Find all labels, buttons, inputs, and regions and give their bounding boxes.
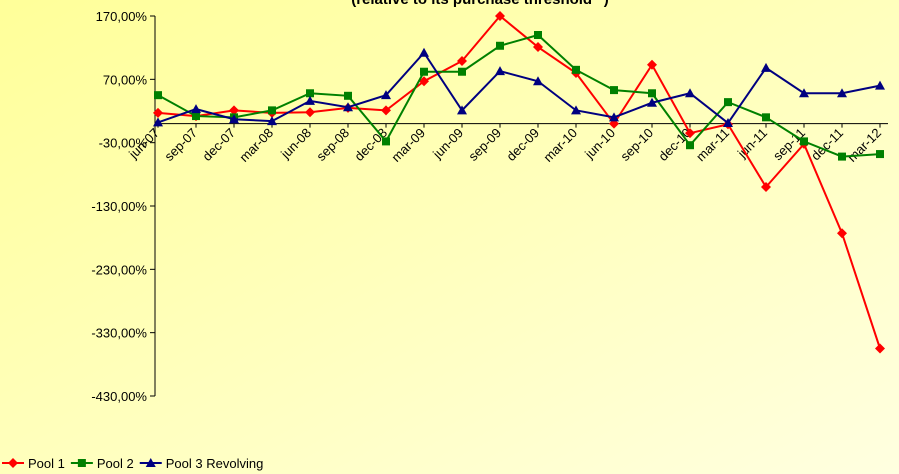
marker	[153, 117, 163, 127]
marker	[571, 105, 581, 115]
marker	[686, 141, 694, 150]
marker	[382, 137, 390, 146]
legend-label: Pool 3 Revolving	[166, 456, 264, 471]
marker	[762, 113, 770, 122]
marker	[344, 91, 352, 100]
marker	[229, 105, 239, 116]
marker	[496, 41, 504, 50]
series-line	[157, 14, 881, 349]
marker	[306, 89, 314, 98]
marker	[572, 65, 580, 74]
marker	[343, 102, 353, 112]
marker	[837, 228, 847, 239]
marker	[685, 88, 695, 98]
marker	[191, 104, 201, 114]
marker	[724, 98, 732, 107]
marker	[723, 118, 733, 128]
marker	[268, 106, 276, 115]
legend-marker	[8, 458, 18, 468]
marker	[685, 128, 695, 139]
marker	[761, 182, 771, 192]
marker	[533, 42, 543, 53]
legend-label: Pool 1	[28, 456, 65, 471]
marker	[761, 62, 771, 72]
marker	[799, 88, 809, 98]
marker	[837, 88, 847, 98]
marker	[305, 107, 315, 118]
marker	[305, 95, 315, 105]
y-tick-label: -430,00%	[91, 389, 147, 404]
series-line	[157, 51, 881, 125]
marker	[419, 47, 429, 57]
marker	[533, 76, 543, 86]
marker	[495, 66, 505, 76]
marker	[381, 105, 391, 116]
marker	[154, 91, 162, 100]
series-line	[157, 33, 881, 158]
y-tick-label: -330,00%	[91, 326, 147, 341]
marker	[875, 80, 885, 90]
y-tick-label: -130,00%	[91, 199, 147, 214]
marker	[838, 152, 846, 161]
marker	[648, 89, 656, 98]
marker	[267, 116, 277, 126]
marker	[647, 97, 657, 107]
marker	[800, 137, 808, 146]
y-tick-label: 70,00%	[103, 72, 148, 87]
legend-marker	[77, 459, 86, 467]
chart-title: (relative to its purchase threshold**)	[351, 0, 609, 8]
marker	[876, 150, 884, 159]
y-tick-label: -230,00%	[91, 262, 147, 277]
y-tick-label: 170,00%	[96, 9, 148, 24]
marker	[875, 343, 885, 354]
marker	[420, 67, 428, 76]
y-tick-label: -30,00%	[99, 136, 148, 151]
marker	[534, 31, 542, 39]
marker	[381, 90, 391, 100]
marker	[192, 112, 200, 121]
marker	[495, 11, 505, 21]
marker	[153, 107, 163, 118]
legend-label: Pool 2	[97, 456, 134, 471]
marker	[229, 114, 239, 124]
marker	[610, 86, 618, 95]
marker	[457, 105, 467, 115]
marker	[609, 112, 619, 122]
legend-marker	[145, 458, 156, 467]
marker	[457, 55, 467, 66]
marker	[419, 76, 429, 87]
marker	[647, 59, 657, 70]
marker	[458, 67, 466, 76]
